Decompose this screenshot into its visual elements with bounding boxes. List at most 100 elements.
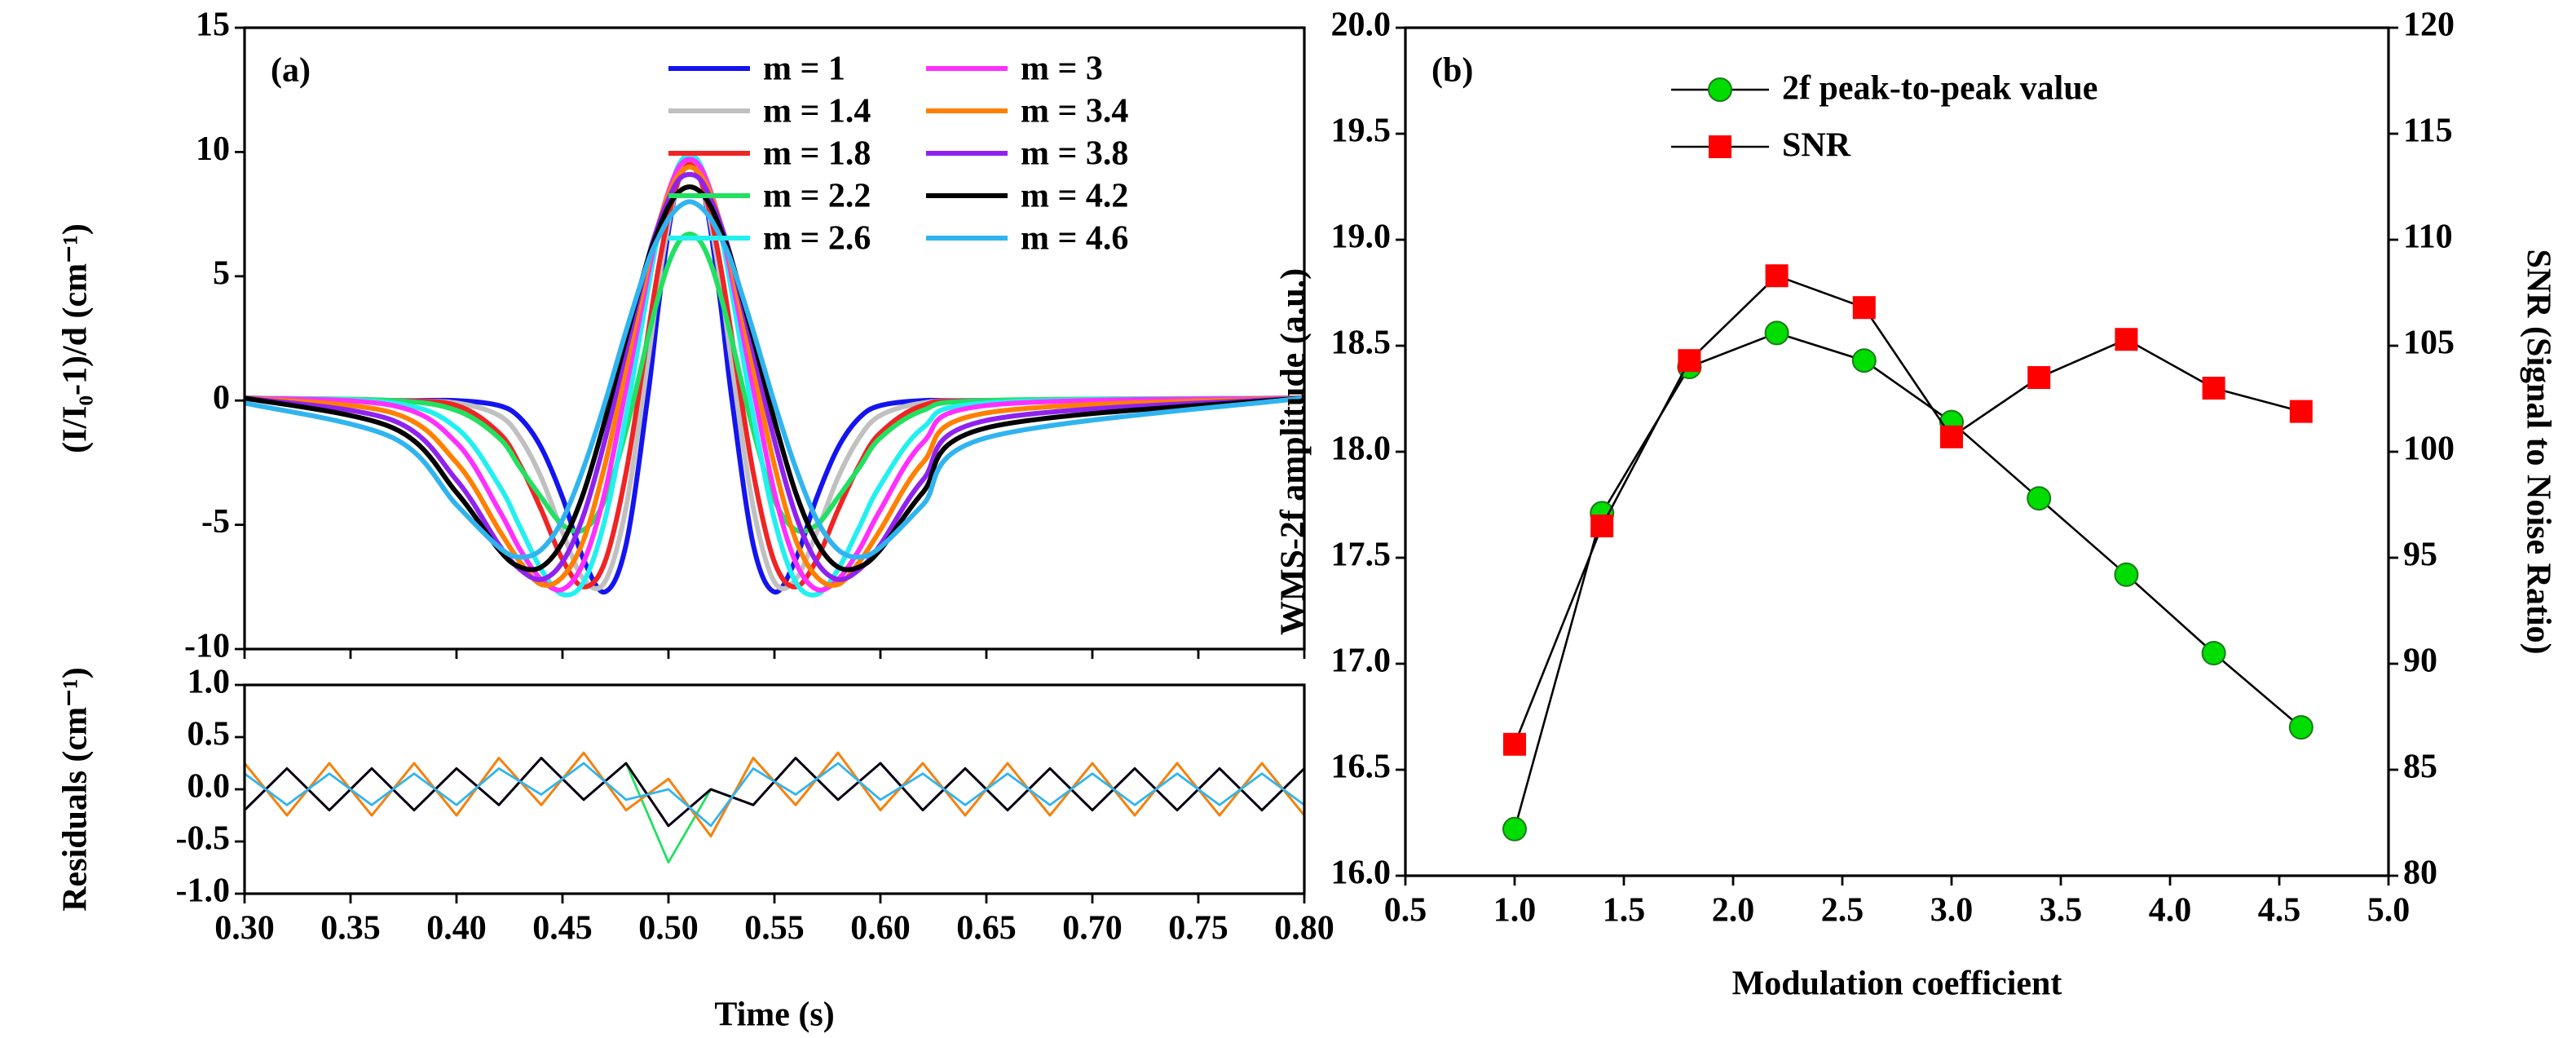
residual-curve: [244, 757, 1305, 828]
residual-curve: [244, 762, 1305, 828]
y-tick-label: 1.0: [187, 664, 231, 701]
residual-curve: [243, 751, 1306, 837]
panel-label: (a): [271, 52, 311, 90]
data-point: [1590, 515, 1614, 537]
data-point: [2288, 715, 2314, 740]
x-axis-title: Time (s): [714, 996, 834, 1034]
signal-curve: [244, 231, 1305, 534]
residual-curve: [243, 751, 1306, 837]
x-tick-label: 0.55: [744, 910, 805, 947]
residual-curve: [244, 757, 1305, 828]
x-tick-label: 0.50: [638, 910, 699, 947]
signal-curve: [244, 199, 1305, 560]
y2-axis-title: SNR (Signal to Noise Ratio): [2519, 249, 2556, 654]
data-point: [2289, 400, 2313, 423]
plot-frame: [243, 683, 1306, 895]
y-tick-label: 17.5: [1331, 537, 1392, 574]
y-axis-title: WMS-2f amplitude (a.u.): [1275, 268, 1312, 635]
legend-label: m = 2.6: [763, 220, 871, 258]
legend-label: 2f peak-to-peak value: [1782, 70, 2097, 108]
y-tick-label: -1.0: [176, 872, 231, 910]
data-point: [1852, 296, 1876, 320]
legend-label: m = 2.2: [763, 178, 871, 215]
y-tick-label: 17.0: [1331, 643, 1392, 680]
x-tick-label: 5.0: [2367, 892, 2411, 930]
residual-curve: [243, 751, 1306, 837]
x-tick-label: 0.60: [850, 910, 911, 947]
x-tick-label: 4.5: [2258, 892, 2301, 930]
y-tick-label: -5: [201, 503, 230, 541]
y2-tick-label: 100: [2403, 431, 2455, 468]
y-tick-label: -0.5: [176, 820, 231, 858]
x-tick-label: 0.5: [1384, 892, 1427, 930]
x-tick-label: 4.0: [2149, 892, 2192, 930]
y-tick-label: 20.0: [1331, 7, 1392, 44]
data-point: [2027, 486, 2052, 511]
data-point: [2114, 562, 2139, 587]
y-tick-label: 0.0: [187, 768, 231, 806]
x-axis-title: Modulation coefficient: [1732, 965, 2062, 1003]
data-point: [2115, 328, 2138, 351]
y-tick-label: 19.5: [1331, 113, 1392, 150]
legend-label: m = 3.4: [1021, 93, 1128, 130]
data-point: [2201, 641, 2226, 665]
y-tick-label: 15: [196, 7, 230, 44]
x-tick-label: 3.0: [1930, 892, 1974, 930]
data-point: [1765, 264, 1789, 288]
x-tick-label: 1.5: [1603, 892, 1646, 930]
x-tick-label: 0.80: [1274, 910, 1334, 947]
y-tick-label: 19.0: [1331, 219, 1392, 256]
y2-tick-label: 110: [2403, 219, 2453, 256]
x-tick-label: 1.0: [1493, 892, 1537, 930]
residual-curve: [244, 757, 1305, 828]
residual-curve: [243, 751, 1306, 837]
residual-curve: [244, 757, 1305, 864]
y2-tick-label: 115: [2403, 113, 2453, 150]
series-line: [1513, 274, 2302, 745]
data-point: [1502, 816, 1527, 841]
legend-label: m = 3: [1021, 51, 1103, 88]
y-tick-label: 18.5: [1331, 325, 1392, 362]
x-tick-label: 2.5: [1821, 892, 1864, 930]
y-axis-title: Residuals (cm⁻¹): [57, 667, 95, 912]
x-tick-label: 2.0: [1712, 892, 1755, 930]
signal-curve: [244, 157, 1305, 593]
legend-marker: [1708, 77, 1732, 102]
y2-tick-label: 85: [2403, 749, 2437, 786]
legend-label: m = 4.2: [1021, 178, 1128, 215]
y2-tick-label: 105: [2403, 325, 2455, 362]
residual-curve: [244, 757, 1305, 828]
legend-label: m = 3.8: [1021, 135, 1128, 173]
legend-label: m = 4.6: [1021, 220, 1128, 258]
x-tick-label: 0.70: [1062, 910, 1123, 947]
y2-tick-label: 120: [2403, 7, 2455, 44]
data-point: [1851, 348, 1877, 373]
plot-frame: [1404, 26, 2390, 877]
legend-label: m = 1.8: [763, 135, 871, 173]
x-tick-label: 0.35: [320, 910, 381, 947]
y2-tick-label: 90: [2403, 643, 2437, 680]
data-point: [1503, 732, 1526, 756]
x-tick-label: 0.40: [426, 910, 487, 947]
y-tick-label: 16.0: [1331, 855, 1392, 892]
x-tick-label: 0.65: [956, 910, 1017, 947]
y-tick-label: 10: [196, 130, 230, 168]
x-tick-label: 0.45: [532, 910, 593, 947]
y-tick-label: 0.5: [187, 716, 231, 753]
series-line: [1513, 332, 2302, 830]
data-point: [2027, 366, 2051, 389]
y-axis-title: (I/I₀-1)/d (cm⁻¹): [57, 223, 95, 453]
y-tick-label: 16.5: [1331, 749, 1392, 786]
data-point: [1764, 320, 1789, 346]
legend-label: SNR: [1782, 127, 1851, 165]
data-point: [1940, 425, 1963, 448]
x-tick-label: 0.30: [214, 910, 275, 947]
x-tick-label: 0.75: [1168, 910, 1228, 947]
x-tick-label: 3.5: [2040, 892, 2083, 930]
y-tick-label: 0: [213, 379, 230, 417]
panel-label: (b): [1431, 52, 1473, 90]
legend-label: m = 1.4: [763, 93, 871, 130]
data-point: [2202, 377, 2225, 400]
